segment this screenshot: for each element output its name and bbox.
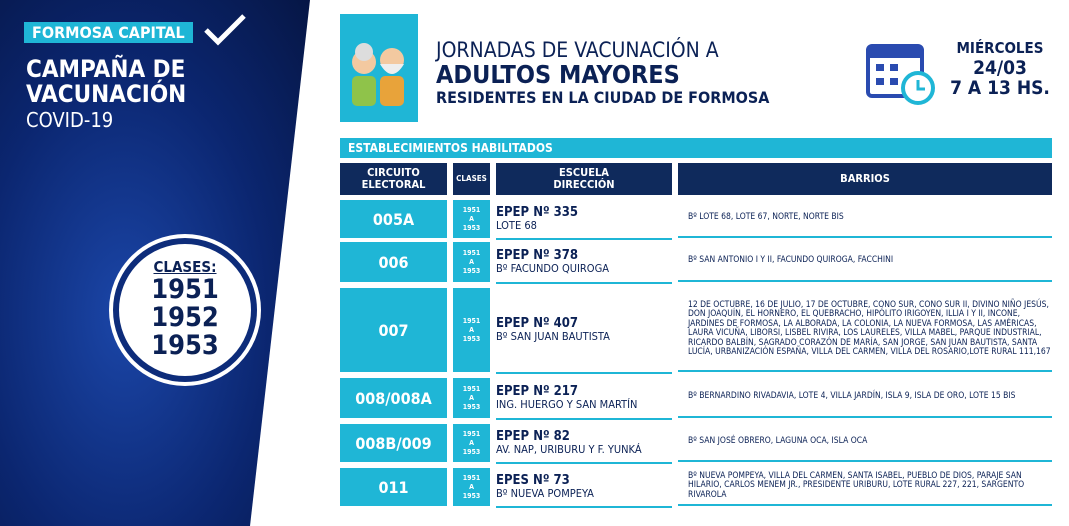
header-text: DIRECCIÓN: [553, 178, 615, 191]
column-header: ESCUELA DIRECCIÓN: [496, 163, 672, 195]
class-text: 1951: [462, 429, 481, 438]
class-text: 1953: [462, 334, 481, 343]
school-address: LOTE 68: [496, 219, 537, 232]
class-text: 1951: [462, 384, 481, 393]
classes-cell: 1951 A 1953: [453, 424, 490, 462]
class-text: 1953: [462, 223, 481, 232]
classes-label: CLASES:: [153, 258, 217, 276]
circuit-cell: 006: [340, 242, 447, 282]
date-block: MIÉRCOLES 24/03 7 A 13 HS.: [940, 38, 1060, 98]
school-name: EPEP Nº 82: [496, 429, 570, 444]
header-text: ESCUELA: [559, 166, 609, 179]
header-text: ELECTORAL: [361, 178, 426, 191]
barrios-cell: 12 DE OCTUBRE, 16 DE JULIO, 17 DE OCTUBR…: [678, 288, 1052, 372]
class-text: 1951: [462, 473, 481, 482]
class-text: 1953: [462, 447, 481, 456]
school-cell: EPEP Nº 217 ING. HUERGO Y SAN MARTÍN: [496, 378, 672, 420]
classes-cell: 1951 A 1953: [453, 242, 490, 282]
class-text: A: [469, 393, 474, 402]
class-text: 1953: [462, 266, 481, 275]
class-text: A: [469, 438, 474, 447]
school-cell: EPES Nº 73 Bº NUEVA POMPEYA: [496, 468, 672, 508]
school-address: AV. NAP, URIBURU Y F. YUNKÁ: [496, 443, 642, 456]
section-bar: ESTABLECIMIENTOS HABILITADOS: [340, 138, 1052, 158]
check-icon: [204, 14, 246, 46]
barrios-cell: Bº SAN JOSÉ OBRERO, LAGUNA OCA, ISLA OCA: [678, 424, 1052, 462]
classes-cell: 1951 A 1953: [453, 378, 490, 418]
header-line: RESIDENTES EN LA CIUDAD DE FORMOSA: [436, 88, 770, 107]
badge: FORMOSA CAPITAL: [24, 22, 193, 43]
header-line: JORNADAS DE VACUNACIÓN A: [436, 38, 719, 62]
class-text: 1951: [462, 316, 481, 325]
school-address: ING. HUERGO Y SAN MARTÍN: [496, 398, 638, 411]
circuit-cell: 007: [340, 288, 447, 372]
subtitle: COVID-19: [26, 108, 114, 132]
classes-circle: CLASES: 1951 1952 1953: [113, 238, 257, 382]
classes-cell: 1951 A 1953: [453, 288, 490, 372]
circuit-cell: 011: [340, 468, 447, 506]
class-text: 1953: [462, 402, 481, 411]
classes-cell: 1951 A 1953: [453, 468, 490, 506]
school-address: Bº SAN JUAN BAUTISTA: [496, 330, 610, 343]
circuit-cell: 008/008A: [340, 378, 447, 418]
class-text: 1951: [462, 248, 481, 257]
barrios-cell: Bº NUEVA POMPEYA, VILLA DEL CARMEN, SANT…: [678, 468, 1052, 506]
classes-cell: 1951 A 1953: [453, 200, 490, 238]
class-text: A: [469, 214, 474, 223]
title-line: CAMPAÑA DE: [26, 55, 186, 83]
school-cell: EPEP Nº 335 LOTE 68: [496, 200, 672, 240]
class-text: A: [469, 257, 474, 266]
barrios-cell: Bº SAN ANTONIO I Y II, FACUNDO QUIROGA, …: [678, 242, 1052, 282]
date: 24/03: [973, 57, 1027, 79]
school-name: EPEP Nº 217: [496, 384, 579, 399]
header-line: ADULTOS MAYORES: [436, 60, 680, 89]
barrios-cell: Bº LOTE 68, LOTE 67, NORTE, NORTE BIS: [678, 200, 1052, 238]
year: 1952: [151, 302, 219, 333]
header-text: CLASES: [456, 174, 487, 183]
header-text: CIRCUITO: [367, 166, 420, 179]
school-cell: EPEP Nº 82 AV. NAP, URIBURU Y F. YUNKÁ: [496, 424, 672, 464]
class-text: A: [469, 482, 474, 491]
column-header: CLASES: [453, 163, 490, 195]
class-text: 1951: [462, 205, 481, 214]
year: 1953: [151, 330, 219, 361]
circuit-cell: 005A: [340, 200, 447, 238]
school-address: Bº NUEVA POMPEYA: [496, 487, 594, 500]
class-text: 1953: [462, 491, 481, 500]
header-text: BARRIOS: [840, 172, 890, 185]
hours: 7 A 13 HS.: [950, 77, 1050, 99]
school-name: EPEP Nº 335: [496, 205, 579, 220]
title-line: VACUNACIÓN: [26, 80, 187, 108]
elders-icon: [340, 14, 418, 122]
column-header: BARRIOS: [678, 163, 1052, 195]
column-header: CIRCUITO ELECTORAL: [340, 163, 447, 195]
school-name: EPEP Nº 407: [496, 316, 579, 331]
school-name: EPEP Nº 378: [496, 248, 579, 263]
class-text: A: [469, 325, 474, 334]
school-name: EPES Nº 73: [496, 473, 570, 488]
calendar-icon: [866, 44, 935, 105]
year: 1951: [151, 274, 219, 305]
school-cell: EPEP Nº 378 Bº FACUNDO QUIROGA: [496, 242, 672, 284]
circuit-cell: 008B/009: [340, 424, 447, 462]
school-address: Bº FACUNDO QUIROGA: [496, 262, 610, 275]
barrios-cell: Bº BERNARDINO RIVADAVIA, LOTE 4, VILLA J…: [678, 378, 1052, 418]
school-cell: EPEP Nº 407 Bº SAN JUAN BAUTISTA: [496, 288, 672, 374]
weekday: MIÉRCOLES: [956, 39, 1044, 57]
